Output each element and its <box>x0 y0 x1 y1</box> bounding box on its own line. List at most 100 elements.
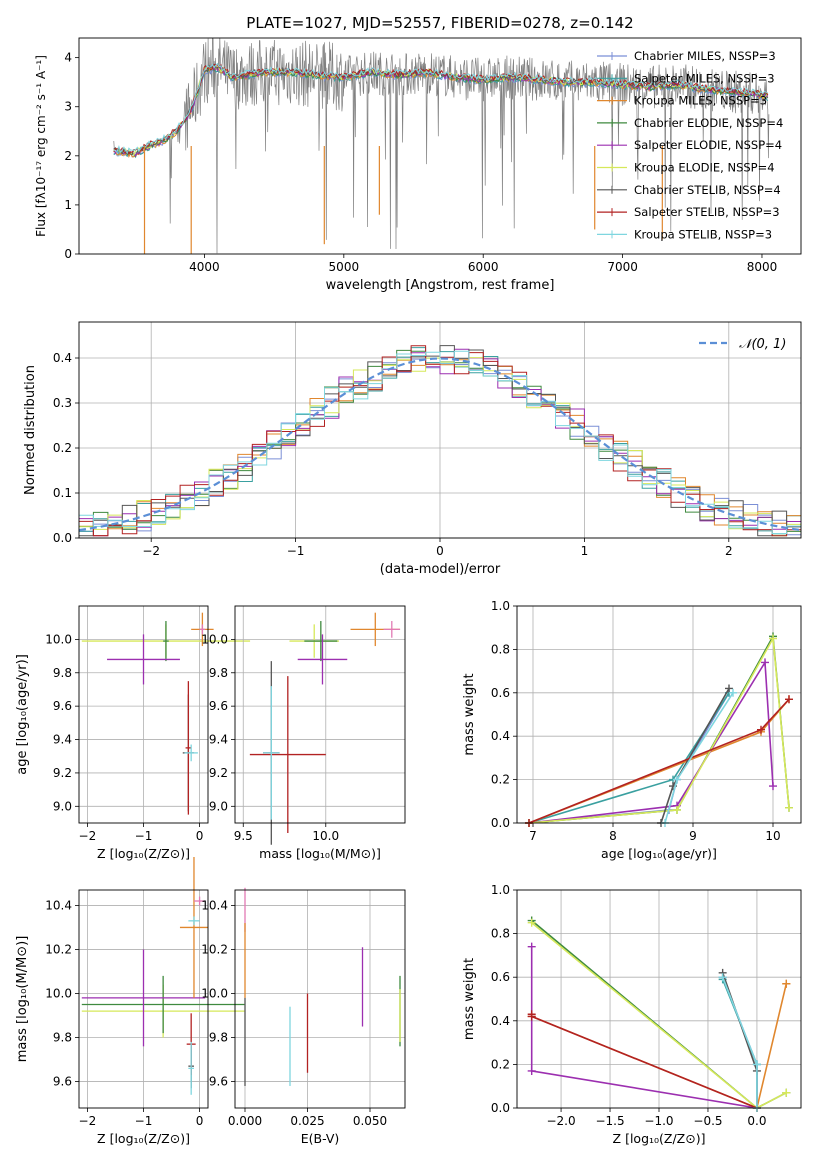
x-tick-label: −1 <box>135 1114 153 1128</box>
y-tick-label: 9.8 <box>53 666 72 680</box>
series-marker <box>761 658 769 667</box>
x-tick-label: 0.050 <box>353 1114 387 1128</box>
axes-frame <box>234 889 406 1109</box>
y-tick-label: 1.0 <box>491 883 510 897</box>
series-line <box>528 635 790 823</box>
y-tick-label: 0.6 <box>491 970 510 984</box>
y-tick-label: 9.8 <box>209 666 228 680</box>
legend: Chabrier MILES, NSSP=3 Salpeter MILES, NS… <box>597 49 783 241</box>
data-point <box>107 634 180 685</box>
y-tick-label: 0.2 <box>491 1057 510 1071</box>
y-tick-label: 9.6 <box>209 699 228 713</box>
y-tick-label: 10.2 <box>201 942 228 956</box>
x-axis-label: Z [log₁₀(Z/Z⊙)] <box>97 846 190 861</box>
data-point <box>263 686 280 820</box>
y-tick-label: 10.0 <box>201 986 228 1000</box>
x-tick-label: 9 <box>689 829 697 843</box>
legend: 𝒩(0, 1) <box>699 337 786 352</box>
x-axis-label: Z [log₁₀(Z/Z⊙)] <box>613 1131 706 1146</box>
y-tick-label: 3 <box>64 100 72 114</box>
x-tick-label: −1 <box>287 544 305 558</box>
y-tick-label: 0 <box>64 247 72 261</box>
x-tick-label: −0.5 <box>693 1114 722 1128</box>
legend-label: Kroupa MILES, NSSP=3 <box>634 94 767 108</box>
y-tick-label: 9.6 <box>53 1075 72 1089</box>
series-marker <box>752 1060 761 1069</box>
x-axis-label: wavelength [Angstrom, rest frame] <box>326 278 555 293</box>
x-tick-label: 0 <box>196 1114 204 1128</box>
ticks: 4000 5000 6000 7000 8000 0 1 2 3 4 <box>64 51 777 274</box>
panel-age_vs_Z: −2 −1 0 9.0 9.2 9.4 9.6 9.8 10.0 Z [log₁₀(Z/Z⊙)] a… <box>15 605 251 861</box>
y-tick-label: 0.4 <box>491 729 510 743</box>
x-tick-label: 0.025 <box>290 1114 324 1128</box>
y-tick-label: 0.4 <box>491 1014 510 1028</box>
panel-massweight_vs_age: 7 8 9 10 0.0 0.2 0.4 0.6 0.8 1.0 age [log₁₀(age/yr… <box>462 599 802 861</box>
histogram-step <box>79 350 801 534</box>
y-tick-label: 0.2 <box>491 773 510 787</box>
series-marker <box>527 1012 536 1021</box>
y-axis-label: Flux [fλ10⁻¹⁷ erg cm⁻² s⁻¹ A⁻¹] <box>34 55 48 237</box>
panel-residuals: −2 −1 0 1 2 0.0 0.1 0.2 0.3 0.4 (data-model)/error… <box>23 321 802 577</box>
y-tick-label: 9.0 <box>53 799 72 813</box>
figure-title: PLATE=1027, MJD=52557, FIBERID=0278, z=0… <box>246 14 633 32</box>
y-tick-label: 0.0 <box>491 816 510 830</box>
y-tick-label: 9.4 <box>209 733 228 747</box>
x-tick-label: 7000 <box>607 260 638 274</box>
x-tick-label: 0 <box>436 544 444 558</box>
x-tick-label: 8 <box>609 829 617 843</box>
data-point <box>184 744 198 762</box>
series-marker <box>785 803 793 812</box>
x-tick-label: −1 <box>135 829 153 843</box>
normal-curve <box>78 357 802 532</box>
y-tick-label: 9.0 <box>209 799 228 813</box>
x-tick-label: 1 <box>581 544 589 558</box>
axes-frame <box>78 37 802 255</box>
data-point <box>188 1041 194 1095</box>
y-tick-label: 10.0 <box>201 632 228 646</box>
data-point <box>199 624 206 635</box>
ticks: 9.5 10.0 9.0 9.2 9.4 9.6 9.8 10.0 <box>201 632 339 843</box>
series-line <box>531 922 787 1108</box>
x-tick-label: 2 <box>725 544 733 558</box>
data-point <box>383 621 401 638</box>
axes-frame <box>78 321 802 539</box>
x-tick-label: 0.0 <box>747 1114 766 1128</box>
legend-label: Chabrier ELODIE, NSSP=4 <box>634 116 783 130</box>
axes-frame <box>516 889 802 1109</box>
data-point <box>193 896 206 906</box>
x-tick-label: −1.5 <box>595 1114 624 1128</box>
y-tick-label: 0.8 <box>491 927 510 941</box>
legend-label: Salpeter STELIB, NSSP=3 <box>634 205 780 219</box>
data-point <box>297 634 348 685</box>
y-tick-label: 10.0 <box>45 986 72 1000</box>
series-marker <box>729 688 737 697</box>
y-tick-label: 9.8 <box>209 1031 228 1045</box>
y-tick-label: 0.0 <box>491 1101 510 1115</box>
y-tick-label: 9.6 <box>209 1075 228 1089</box>
y-axis-label: mass weight <box>462 673 477 755</box>
y-tick-label: 0.1 <box>53 486 72 500</box>
series-line <box>528 659 774 823</box>
y-tick-label: 0.6 <box>491 686 510 700</box>
x-tick-label: 4000 <box>189 260 220 274</box>
legend-label: Salpeter ELODIE, NSSP=4 <box>634 138 782 152</box>
x-tick-label: −2 <box>79 829 97 843</box>
histogram-step <box>79 345 801 537</box>
series-marker <box>782 1088 791 1097</box>
y-tick-label: 1 <box>64 198 72 212</box>
axes-frame <box>234 605 406 824</box>
x-tick-label: 10.0 <box>312 829 339 843</box>
data-point <box>249 676 326 834</box>
y-tick-label: 10.4 <box>201 898 228 912</box>
panel-massweight_vs_Z: −2.0 −1.5 −1.0 −0.5 0.0 0.0 0.2 0.4 0.6 0.8 1.0 Z [… <box>462 883 802 1146</box>
y-tick-label: 2 <box>64 149 72 163</box>
x-tick-label: −1.0 <box>644 1114 673 1128</box>
data-point <box>179 856 208 998</box>
ticks: −2 −1 0 1 2 0.0 0.1 0.2 0.3 0.4 <box>53 351 733 558</box>
x-axis-label: age [log₁₀(age/yr)] <box>601 846 717 861</box>
y-tick-label: 0.2 <box>53 441 72 455</box>
data-point <box>188 916 200 926</box>
ticks: 7 8 9 10 0.0 0.2 0.4 0.6 0.8 1.0 <box>491 599 781 843</box>
